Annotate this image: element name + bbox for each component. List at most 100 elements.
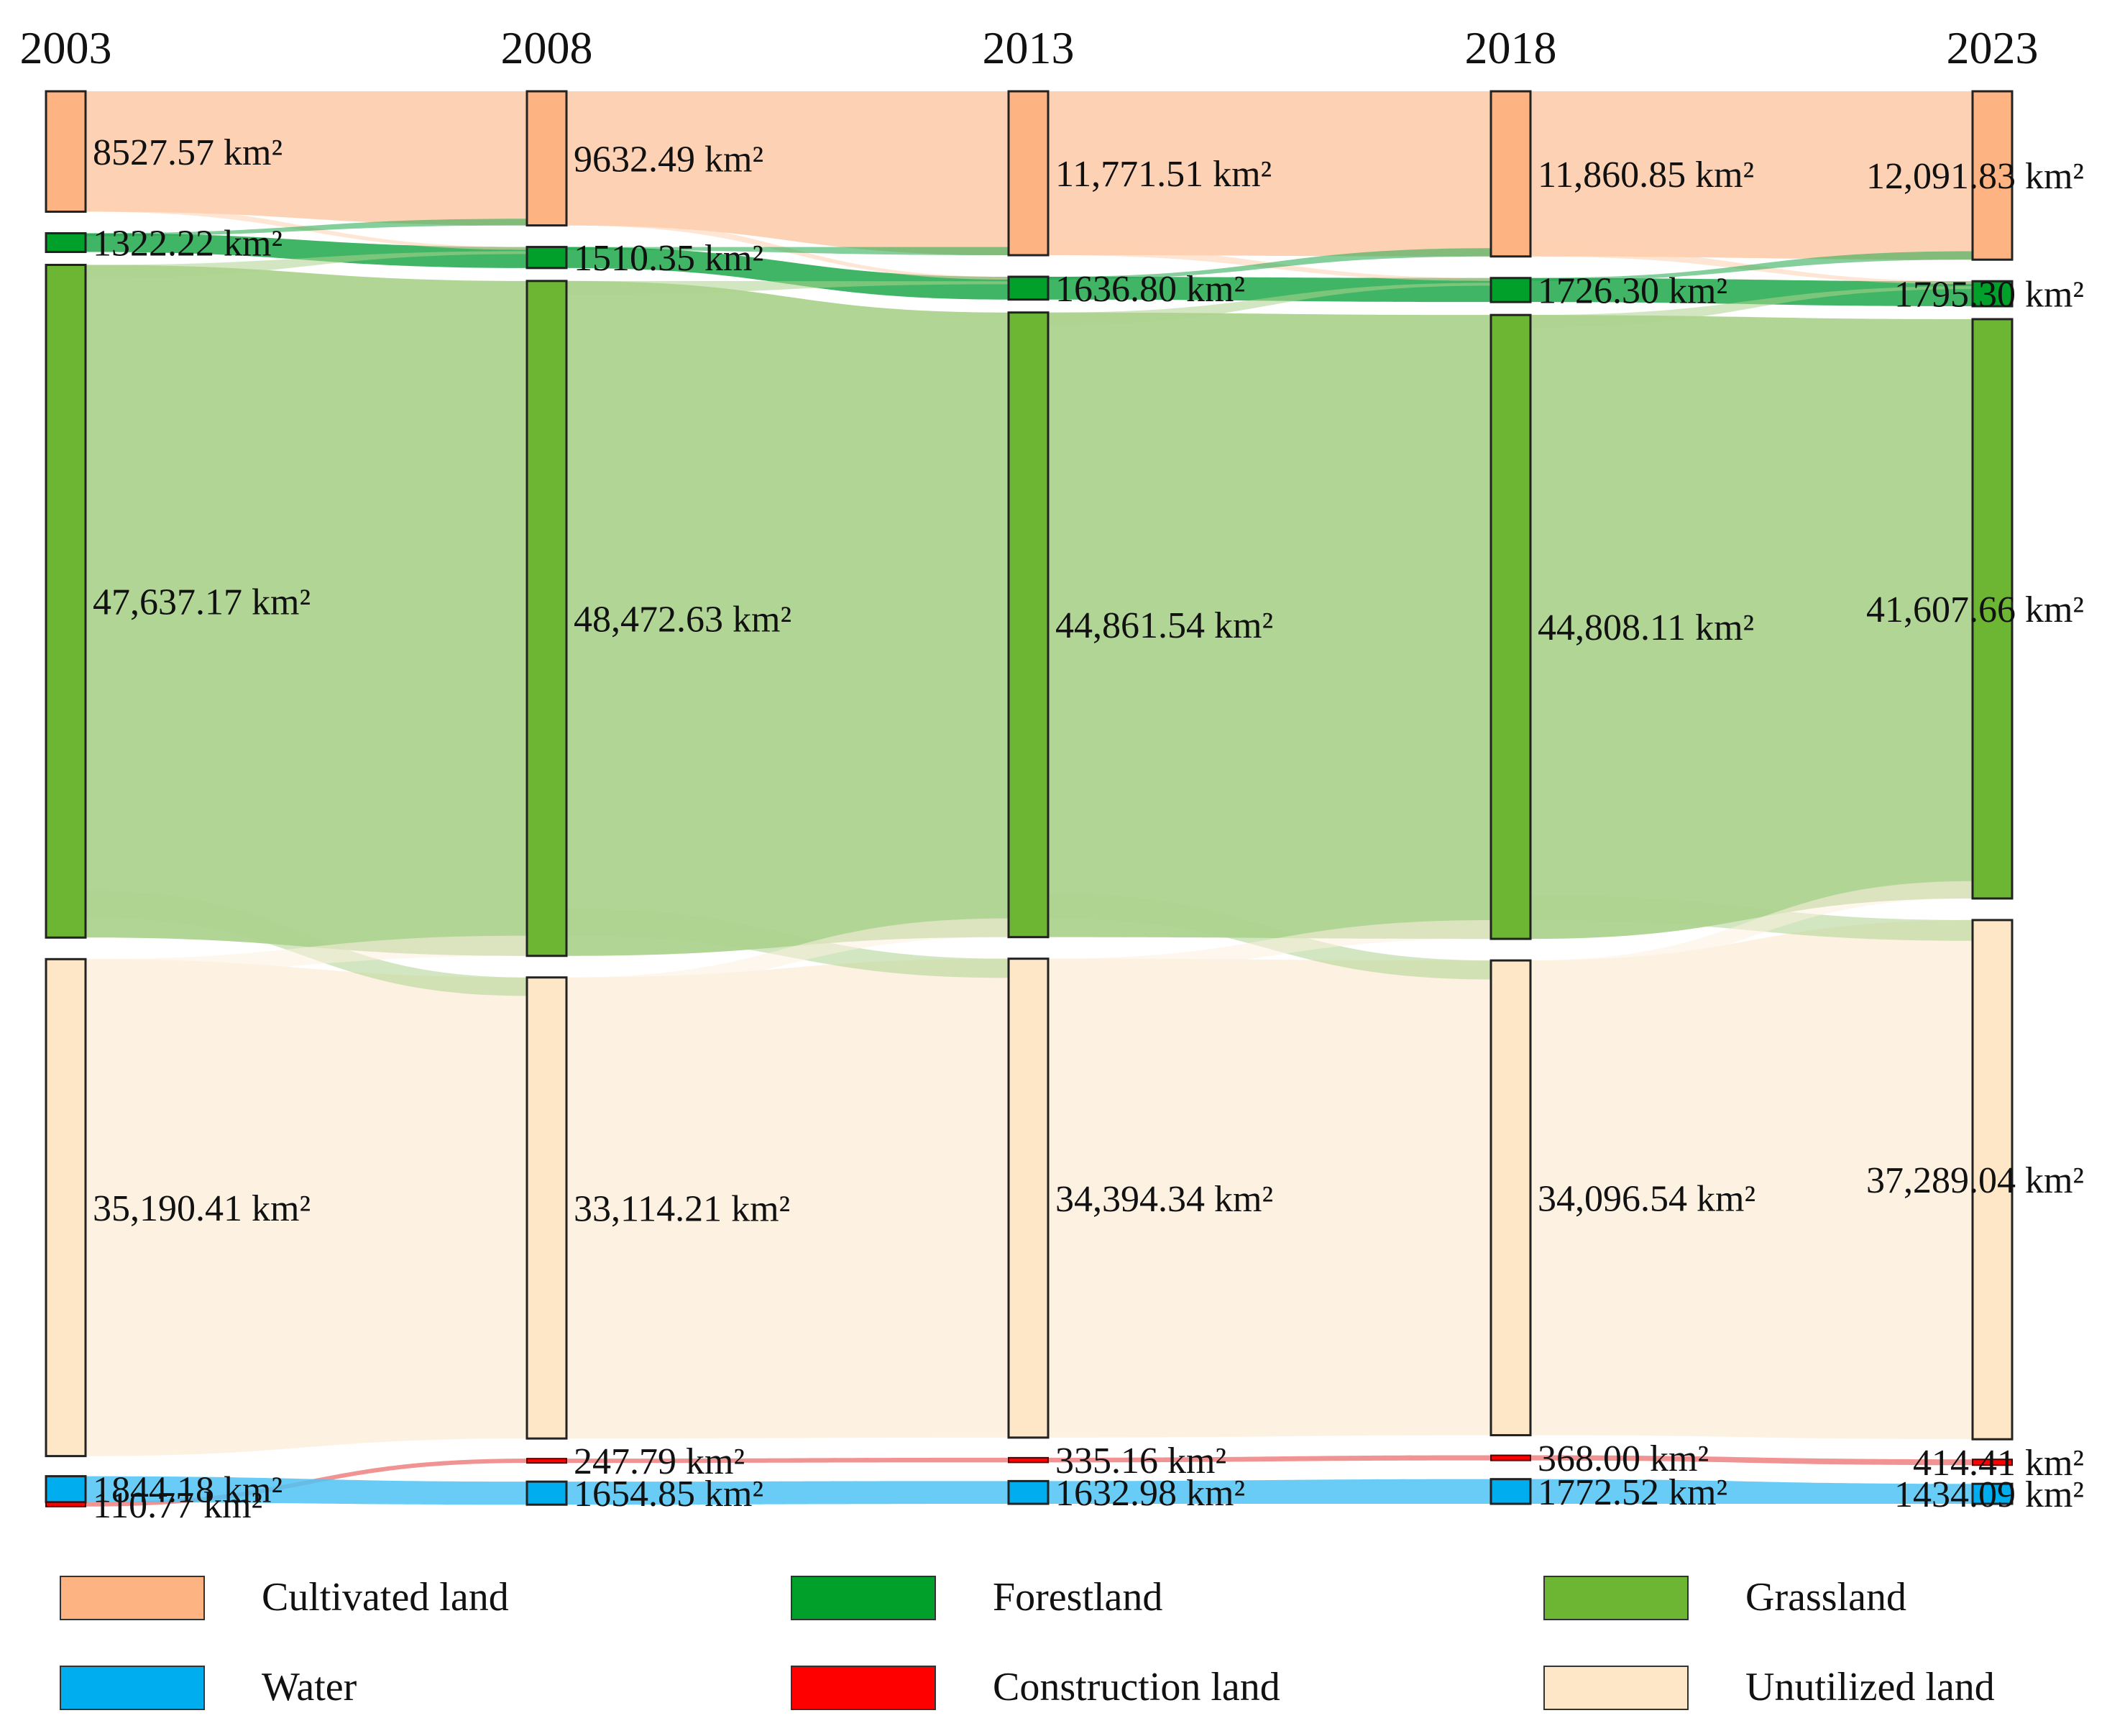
node-label-construction-2023: 414.41 km²: [1913, 1443, 2084, 1484]
node-cultivated-2018: [1489, 90, 1532, 258]
node-label-cultivated-2008: 9632.49 km²: [574, 139, 763, 180]
node-label-water-2013: 1632.98 km²: [1055, 1473, 1245, 1514]
legend-swatch-construction-land: [791, 1666, 936, 1710]
node-forest-2003: [45, 232, 87, 253]
flow-cultivated-2003: [86, 91, 527, 226]
node-unutilized-2008: [525, 976, 568, 1440]
node-label-cultivated-2023: 12,091.83 km²: [1866, 156, 2084, 197]
flow-construction-2008: [566, 1457, 1009, 1464]
node-construction-2018: [1490, 1454, 1531, 1461]
node-grass-2018: [1489, 313, 1532, 940]
legend-swatch-water: [60, 1666, 205, 1710]
year-label-2023: 2023: [1947, 22, 2039, 73]
flow-forest-to-cultivated-2008: [566, 247, 1009, 256]
node-label-unutilized-2023: 37,289.04 km²: [1866, 1160, 2084, 1201]
node-label-forest-2013: 1636.80 km²: [1055, 269, 1245, 310]
flow-forest-2008: [566, 247, 1009, 300]
flow-unutilized-2008: [566, 958, 1009, 1439]
node-grass-2023: [1971, 318, 2014, 900]
year-label-2013: 2013: [983, 22, 1075, 73]
flow-grass-to-unutilized-2013: [1048, 893, 1491, 980]
flow-unutilized-to-grass-2008: [566, 918, 1009, 991]
year-label-2003: 2003: [20, 22, 112, 73]
node-unutilized-2018: [1489, 959, 1532, 1437]
flow-grass-to-forest-2018: [1530, 286, 1973, 328]
legend-swatch-cultivated-land: [60, 1576, 205, 1620]
node-forest-2018: [1489, 277, 1532, 303]
flow-water-2003: [86, 1476, 527, 1505]
node-label-cultivated-2003: 8527.57 km²: [93, 132, 283, 173]
node-water-2003: [45, 1475, 87, 1504]
node-label-grass-2023: 41,607.66 km²: [1866, 589, 2084, 630]
flow-layer: [86, 91, 1973, 1507]
node-label-forest-2018: 1726.30 km²: [1538, 270, 1727, 311]
node-construction-2023: [1972, 1459, 2013, 1466]
node-forest-2008: [525, 246, 568, 270]
flow-unutilized-to-grass-2018: [1530, 881, 1973, 975]
flow-forest-to-cultivated-2013: [1048, 248, 1491, 280]
legend-swatch-unutilized-land: [1543, 1666, 1689, 1710]
node-label-construction-2008: 247.79 km²: [574, 1441, 745, 1482]
flow-grass-to-unutilized-2018: [1530, 895, 1973, 941]
node-label-forest-2023: 1795.30 km²: [1894, 275, 2084, 316]
node-label-grass-2018: 44,808.11 km²: [1538, 607, 1754, 648]
node-cultivated-2008: [525, 90, 568, 227]
node-water-2018: [1489, 1478, 1532, 1505]
node-construction-2008: [526, 1458, 567, 1464]
node-label-water-2023: 1434.09 km²: [1894, 1474, 2084, 1515]
node-unutilized-2013: [1007, 957, 1050, 1439]
node-label-forest-2003: 1322.22 km²: [93, 224, 283, 265]
legend-swatch-grassland: [1543, 1576, 1689, 1620]
node-grass-2003: [45, 263, 87, 939]
node-construction-2013: [1008, 1456, 1049, 1464]
flow-forest-to-cultivated-2018: [1530, 251, 1973, 281]
flow-grass-2018: [1530, 315, 1973, 940]
year-axis: 2003 2008 2013 2018 2023: [20, 22, 2039, 73]
legend-label-construction-land: Construction land: [993, 1665, 1280, 1709]
node-label-grass-2008: 48,472.63 km²: [574, 599, 791, 640]
flow-grass-to-unutilized-2008: [566, 909, 1009, 978]
flow-unutilized-2003: [86, 959, 527, 1456]
flow-grass-to-forest-2013: [1048, 283, 1491, 326]
year-label-2018: 2018: [1465, 22, 1557, 73]
node-label-construction-2018: 368.00 km²: [1538, 1438, 1709, 1479]
node-label-unutilized-2003: 35,190.41 km²: [93, 1188, 311, 1229]
node-label-construction-2013: 335.16 km²: [1055, 1441, 1226, 1482]
node-construction-2003: [45, 1501, 86, 1507]
legend-label-forestland: Forestland: [993, 1575, 1162, 1620]
node-unutilized-2003: [45, 957, 87, 1458]
flow-forest-2003: [86, 233, 527, 268]
node-label-construction-2003: 110.77 km²: [93, 1485, 262, 1526]
node-label-water-2018: 1772.52 km²: [1538, 1472, 1727, 1513]
flow-forest-2013: [1048, 277, 1491, 303]
flow-unutilized-to-grass-2013: [1048, 920, 1491, 973]
flow-water-2018: [1530, 1479, 1973, 1504]
node-unutilized-2023: [1971, 919, 2014, 1441]
legend-swatch-forestland: [791, 1576, 936, 1620]
legend-label-grassland: Grassland: [1745, 1575, 1906, 1620]
node-water-2013: [1007, 1479, 1050, 1505]
node-label-grass-2003: 47,637.17 km²: [93, 582, 311, 623]
flow-cultivated-2008: [566, 91, 1009, 256]
node-label-unutilized-2008: 33,114.21 km²: [574, 1188, 790, 1229]
flow-unutilized-2013: [1048, 958, 1491, 1438]
legend-label-cultivated-land: Cultivated land: [262, 1575, 509, 1620]
node-grass-2008: [525, 280, 568, 957]
year-label-2008: 2008: [501, 22, 593, 73]
node-forest-2013: [1007, 275, 1050, 301]
flow-forest-2018: [1530, 277, 1973, 306]
node-label-forest-2008: 1510.35 km²: [574, 238, 763, 279]
flow-grass-2013: [1048, 312, 1491, 940]
node-layer: [45, 90, 2014, 1507]
flow-construction-2013: [1048, 1455, 1491, 1463]
node-label-unutilized-2013: 34,394.34 km²: [1055, 1179, 1273, 1220]
flow-cultivated-2018: [1530, 91, 1973, 260]
flow-water-2013: [1048, 1479, 1491, 1504]
node-label-grass-2013: 44,861.54 km²: [1055, 605, 1273, 646]
node-cultivated-2003: [45, 90, 87, 213]
node-label-water-2003: 1844.18 km²: [93, 1470, 283, 1511]
node-cultivated-2013: [1007, 90, 1050, 257]
flow-grass-to-forest-2003: [86, 251, 527, 279]
flow-grass-to-unutilized-2003: [86, 890, 527, 996]
flow-construction-2018: [1530, 1455, 1973, 1466]
